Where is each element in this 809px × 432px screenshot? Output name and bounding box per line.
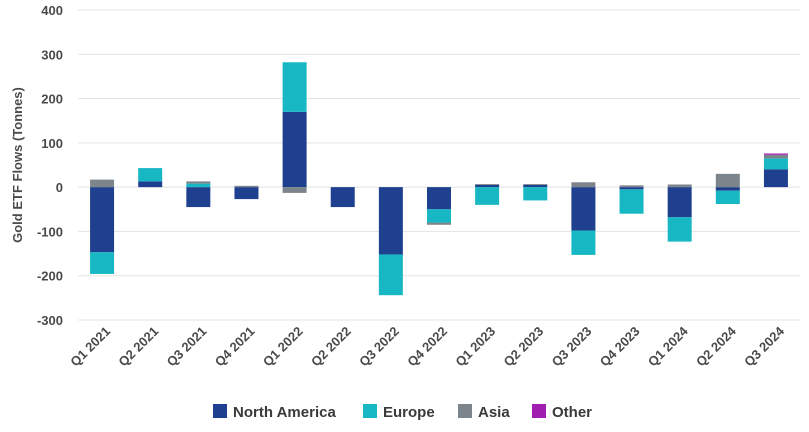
x-tick-label: Q1 2024 (645, 323, 691, 369)
legend-swatch (458, 404, 472, 418)
bar-segment (475, 187, 500, 205)
y-tick-label: -300 (37, 313, 63, 328)
bar-segment (571, 187, 596, 231)
bar-segment (234, 185, 259, 188)
bar-segment (523, 184, 548, 185)
bar-segment (138, 168, 163, 182)
bar-segment (763, 158, 788, 170)
bar-segment (282, 187, 307, 193)
y-tick-label: -200 (37, 269, 63, 284)
bar-segment (90, 187, 115, 253)
bar-segment (475, 184, 500, 185)
y-tick-label: 300 (41, 47, 63, 62)
bar-segment (763, 169, 788, 188)
x-tick-label: Q1 2022 (260, 324, 306, 370)
x-ticks: Q1 2021 Q2 2021 Q3 2021 Q4 2021 Q1 2022 Q2 20… (67, 323, 787, 369)
bar-segment (619, 189, 644, 214)
bar-segment (571, 182, 596, 188)
y-ticks: -300 -200 -100 0 100 200 300 400 (37, 3, 63, 328)
x-tick-label: Q3 2023 (549, 324, 595, 370)
x-tick-label: Q2 2023 (501, 324, 547, 370)
bar-segment (523, 184, 548, 188)
x-tick-label: Q3 2022 (356, 324, 402, 370)
bar-segment (330, 187, 355, 208)
bar-segment (186, 181, 211, 184)
legend-label: Other (552, 404, 592, 421)
bar-segment (234, 187, 259, 200)
bar-segment (715, 190, 740, 204)
bar-segment (427, 222, 451, 225)
legend-swatch (213, 404, 227, 418)
bar-segment (282, 111, 307, 188)
bar-segment (667, 187, 692, 218)
bar-segment (619, 185, 644, 188)
bar-segment (427, 209, 451, 223)
y-tick-label: -100 (37, 224, 63, 239)
bar-segment (90, 252, 115, 274)
bar-segment (667, 217, 692, 242)
bar-segment (90, 179, 115, 188)
y-tick-label: 200 (41, 92, 63, 107)
bar-segment (427, 187, 451, 210)
bar-segment (186, 187, 211, 208)
bar-segment (763, 154, 788, 159)
x-tick-label: Q4 2023 (597, 324, 643, 370)
y-tick-label: 100 (41, 136, 63, 151)
bar-segment (667, 184, 692, 188)
bar-segment (475, 184, 500, 188)
bar-segment (378, 254, 403, 296)
y-tick-label: 400 (41, 3, 63, 18)
bar-segment (715, 187, 740, 191)
bar-segment (715, 173, 740, 188)
bar-segment (138, 181, 163, 188)
x-tick-label: Q1 2023 (452, 324, 498, 370)
y-axis-label: Gold ETF Flows (Tonnes) (10, 87, 25, 243)
legend-label: North America (233, 404, 336, 421)
x-tick-label: Q2 2024 (693, 323, 739, 369)
x-tick-label: Q1 2021 (67, 324, 113, 370)
x-tick-label: Q2 2021 (115, 324, 161, 370)
bar-segment (571, 230, 596, 255)
x-tick-label: Q4 2021 (212, 324, 258, 370)
legend-swatch (363, 404, 377, 418)
x-tick-label: Q3 2021 (164, 324, 210, 370)
x-tick-label: Q2 2022 (308, 324, 354, 370)
bar-segment (619, 187, 644, 190)
x-tick-label: Q4 2022 (404, 324, 450, 370)
bar-segment (282, 62, 307, 112)
bar-segment (378, 187, 403, 255)
legend-swatch (532, 404, 546, 418)
legend-label: Europe (383, 404, 435, 421)
legend: North America Europe Asia Other (213, 404, 592, 421)
grid (78, 9, 800, 321)
y-tick-label: 0 (56, 180, 63, 195)
x-tick-label: Q3 2024 (741, 323, 787, 369)
bar-segment (186, 183, 211, 188)
bars (90, 62, 788, 296)
bar-segment (763, 153, 788, 155)
bar-segment (523, 187, 548, 201)
legend-label: Asia (478, 404, 510, 421)
